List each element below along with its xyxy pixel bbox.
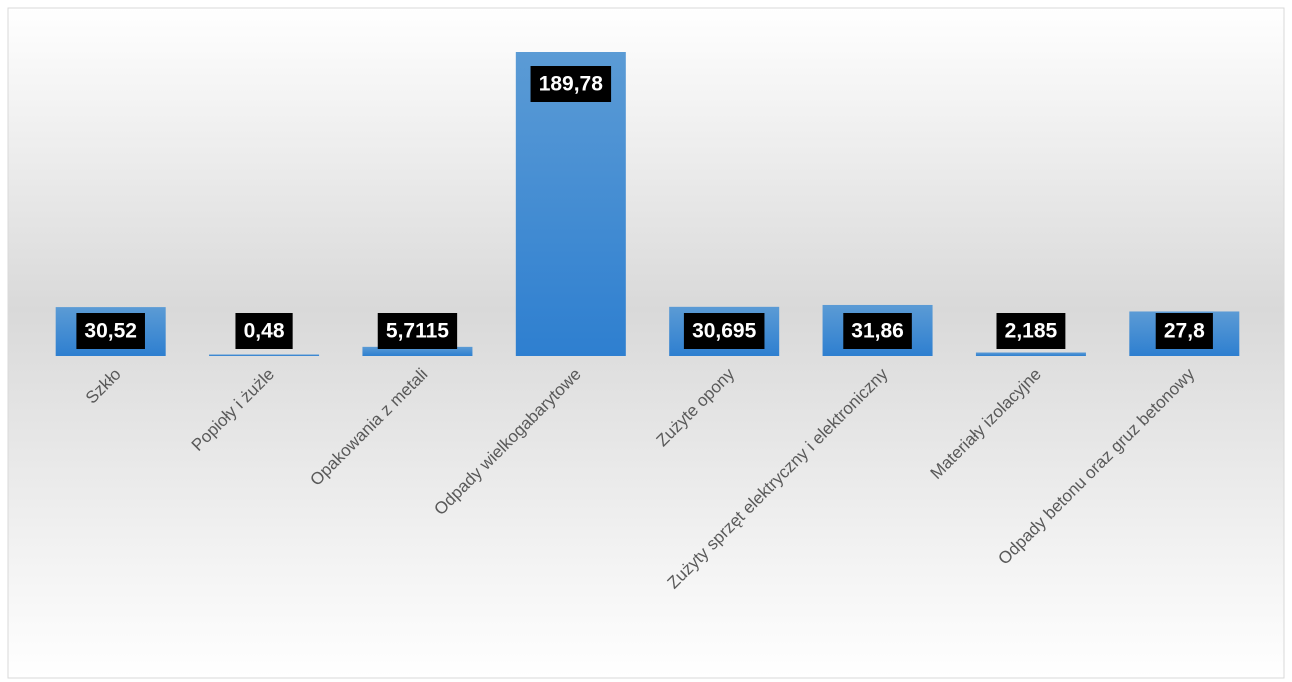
bar — [975, 352, 1086, 356]
bar — [209, 354, 320, 356]
data-label-box — [530, 66, 612, 102]
bar — [515, 52, 626, 356]
data-label: 30,695 — [692, 320, 757, 343]
data-label-box — [683, 313, 765, 349]
data-label-box — [1155, 313, 1213, 349]
data-label: 189,78 — [539, 73, 604, 96]
data-label-box — [377, 313, 458, 349]
bar — [362, 346, 473, 356]
data-label: 2,185 — [1005, 320, 1058, 343]
data-label: 31,86 — [851, 320, 904, 343]
chart-frame — [7, 7, 1285, 679]
data-label: 5,7115 — [386, 320, 449, 343]
data-label-box — [996, 313, 1066, 349]
data-label-box — [843, 313, 912, 349]
data-label: 0,48 — [244, 320, 285, 343]
data-label: 27,8 — [1164, 320, 1205, 343]
data-label: 30,52 — [84, 320, 137, 343]
data-label-box — [235, 313, 293, 349]
data-label-box — [76, 313, 145, 349]
